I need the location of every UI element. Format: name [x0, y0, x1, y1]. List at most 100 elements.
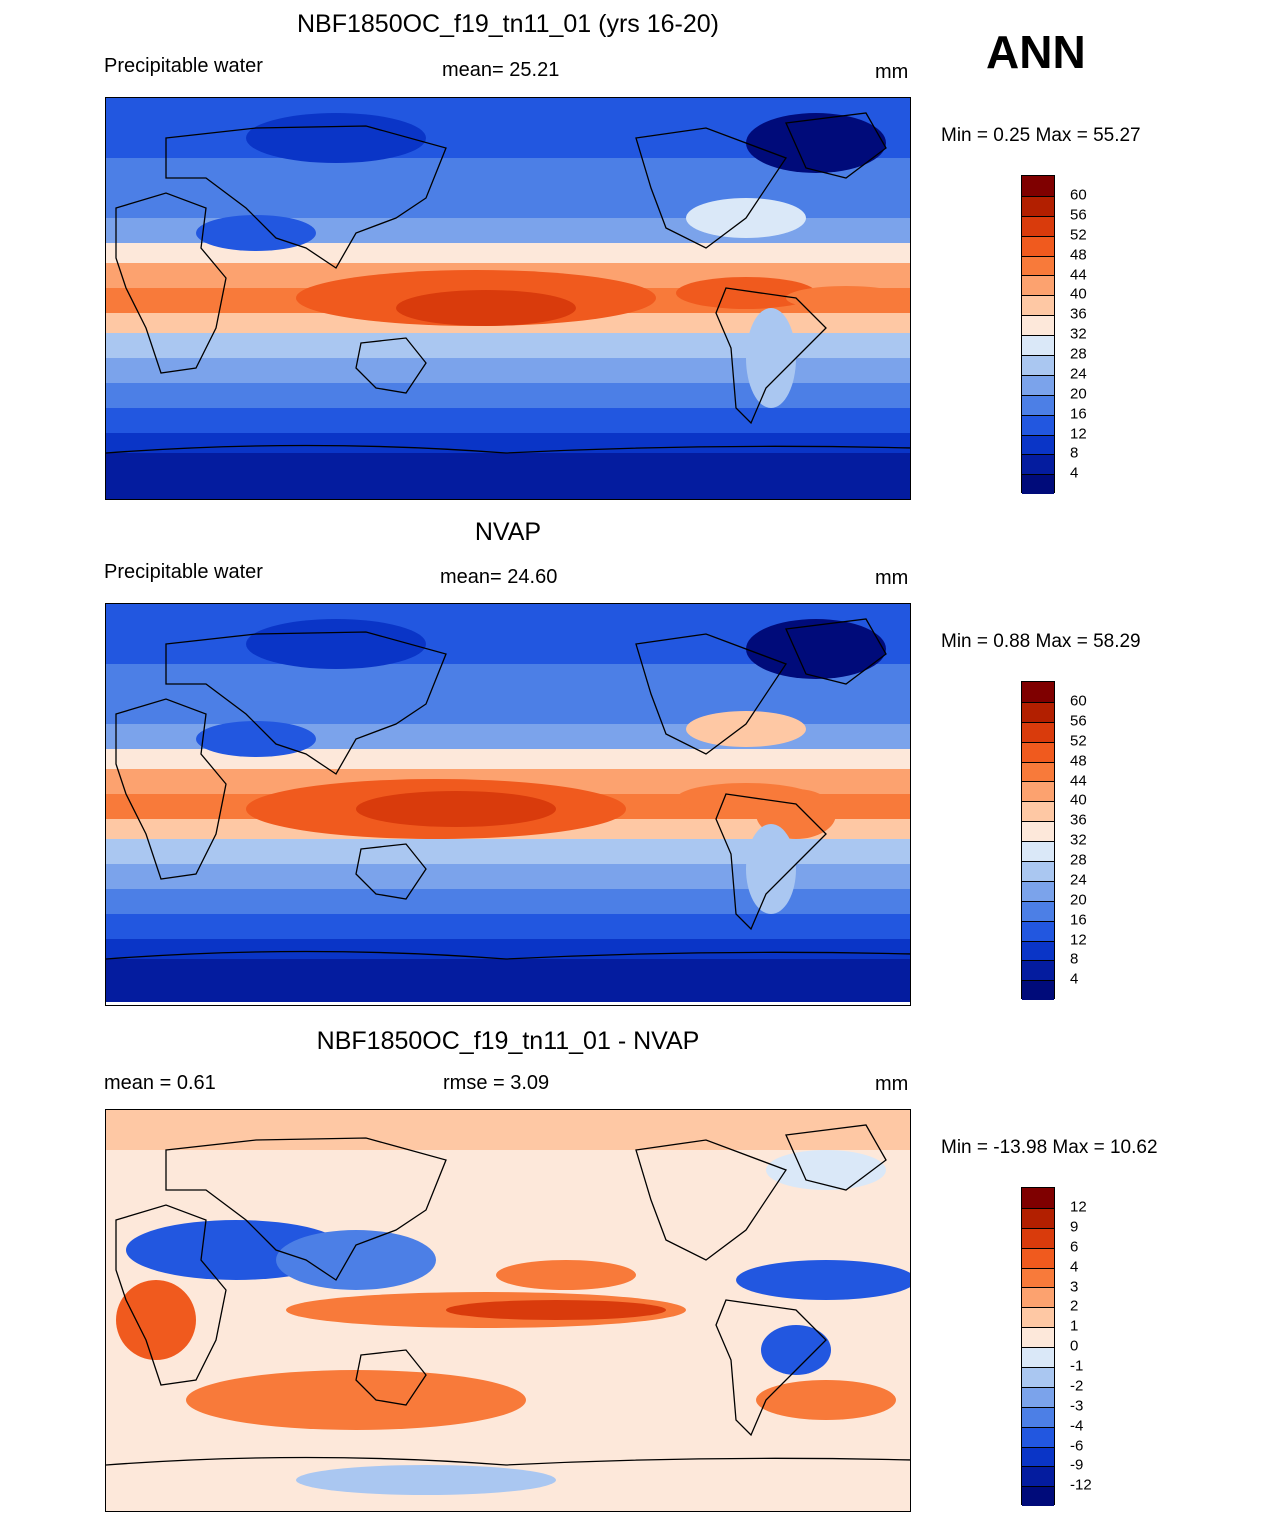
colorbar-swatch	[1022, 920, 1054, 941]
colorbar-swatch	[1022, 980, 1054, 1001]
colorbar-swatch	[1022, 1287, 1054, 1308]
colorbar-swatch	[1022, 940, 1054, 961]
colorbar-swatch	[1022, 394, 1054, 415]
colorbar-swatch	[1022, 176, 1054, 196]
colorbar-tick-label: 9	[1070, 1218, 1079, 1236]
colorbar-swatch	[1022, 1347, 1054, 1368]
panel-diff-minmax: Min = -13.98 Max = 10.62	[941, 1137, 1158, 1158]
panel-diff-mean: mean = 0.61	[104, 1072, 216, 1094]
panel-obs-minmax: Min = 0.88 Max = 58.29	[941, 631, 1141, 652]
panel-model-map	[105, 97, 911, 500]
colorbar-swatch	[1022, 474, 1054, 495]
colorbar-swatch	[1022, 682, 1054, 702]
colorbar-swatch	[1022, 741, 1054, 762]
colorbar-swatch	[1022, 1446, 1054, 1467]
colorbar-tick-label: 2	[1070, 1297, 1079, 1315]
colorbar-swatch	[1022, 1386, 1054, 1407]
panel-model-mean: mean= 25.21	[442, 59, 560, 81]
colorbar-swatch	[1022, 1267, 1054, 1288]
panel-diff-units: mm	[875, 1073, 909, 1095]
colorbar-tick-label: 52	[1070, 732, 1087, 750]
colorbar-tick-label: -2	[1070, 1377, 1084, 1395]
panel-model-colorbar	[1021, 175, 1055, 495]
colorbar-swatch	[1022, 1426, 1054, 1447]
colorbar-tick-label: 56	[1070, 712, 1087, 730]
season-label: ANN	[986, 26, 1086, 78]
colorbar-swatch	[1022, 1367, 1054, 1387]
colorbar-tick-label: 60	[1070, 186, 1087, 204]
colorbar-tick-label: 12	[1070, 425, 1087, 443]
colorbar-tick-label: 6	[1070, 1238, 1079, 1256]
colorbar-tick-label: 32	[1070, 831, 1087, 849]
colorbar-tick-label: 4	[1070, 464, 1079, 482]
colorbar-tick-label: 28	[1070, 851, 1087, 869]
panel-obs-title: NVAP	[474, 518, 542, 546]
colorbar-swatch	[1022, 1327, 1054, 1348]
colorbar-tick-label: 24	[1070, 365, 1087, 383]
colorbar-tick-label: 20	[1070, 891, 1087, 909]
colorbar-tick-label: 48	[1070, 752, 1087, 770]
colorbar-swatch	[1022, 335, 1054, 356]
colorbar-swatch	[1022, 1307, 1054, 1328]
colorbar-swatch	[1022, 414, 1054, 435]
colorbar-swatch	[1022, 1227, 1054, 1248]
colorbar-swatch	[1022, 960, 1054, 981]
colorbar-tick-label: 24	[1070, 871, 1087, 889]
colorbar-tick-label: 4	[1070, 970, 1079, 988]
colorbar-swatch	[1022, 295, 1054, 316]
colorbar-tick-label: 4	[1070, 1258, 1079, 1276]
colorbar-swatch	[1022, 315, 1054, 336]
colorbar-tick-label: 12	[1070, 1198, 1087, 1216]
colorbar-tick-label: 3	[1070, 1278, 1079, 1296]
colorbar-swatch	[1022, 1207, 1054, 1228]
panel-model-title: NBF1850OC_f19_tn11_01 (yrs 16-20)	[297, 10, 719, 38]
panel-model-minmax: Min = 0.25 Max = 55.27	[941, 125, 1141, 146]
colorbar-tick-label: 16	[1070, 405, 1087, 423]
colorbar-swatch	[1022, 195, 1054, 216]
colorbar-tick-label: 8	[1070, 950, 1079, 968]
colorbar-swatch	[1022, 1486, 1054, 1507]
colorbar-tick-label: 48	[1070, 246, 1087, 264]
colorbar-swatch	[1022, 880, 1054, 901]
panel-diff-title: NBF1850OC_f19_tn11_01 - NVAP	[316, 1027, 700, 1055]
colorbar-swatch	[1022, 235, 1054, 256]
colorbar-tick-label: 40	[1070, 791, 1087, 809]
panel-model-variable: Precipitable water	[104, 55, 263, 77]
colorbar-tick-label: 44	[1070, 772, 1087, 790]
colorbar-tick-label: 20	[1070, 385, 1087, 403]
colorbar-swatch	[1022, 275, 1054, 296]
colorbar-tick-label: 28	[1070, 345, 1087, 363]
colorbar-swatch	[1022, 781, 1054, 802]
panel-diff-colorbar	[1021, 1187, 1055, 1507]
colorbar-swatch	[1022, 1466, 1054, 1487]
colorbar-swatch	[1022, 701, 1054, 722]
colorbar-swatch	[1022, 841, 1054, 862]
panel-diff-rmse: rmse = 3.09	[443, 1072, 550, 1094]
colorbar-swatch	[1022, 255, 1054, 276]
panel-diff-map	[105, 1109, 911, 1512]
panel-obs-mean: mean= 24.60	[440, 566, 558, 588]
colorbar-swatch	[1022, 801, 1054, 822]
colorbar-tick-label: 8	[1070, 444, 1079, 462]
colorbar-swatch	[1022, 900, 1054, 921]
colorbar-tick-label: -9	[1070, 1456, 1084, 1474]
colorbar-swatch	[1022, 721, 1054, 742]
colorbar-swatch	[1022, 1406, 1054, 1427]
colorbar-swatch	[1022, 454, 1054, 475]
panel-obs-map	[105, 603, 911, 1006]
panel-obs-colorbar	[1021, 681, 1055, 1001]
colorbar-tick-label: 12	[1070, 931, 1087, 949]
colorbar-tick-label: -12	[1070, 1476, 1092, 1494]
colorbar-swatch	[1022, 861, 1054, 881]
panel-model-units: mm	[875, 61, 909, 83]
colorbar-tick-label: 40	[1070, 285, 1087, 303]
colorbar-swatch	[1022, 434, 1054, 455]
colorbar-tick-label: 0	[1070, 1337, 1079, 1355]
colorbar-swatch	[1022, 355, 1054, 375]
colorbar-tick-label: 60	[1070, 692, 1087, 710]
panel-obs-variable: Precipitable water	[104, 561, 263, 583]
colorbar-tick-label: 56	[1070, 206, 1087, 224]
colorbar-tick-label: -1	[1070, 1357, 1084, 1375]
colorbar-tick-label: -3	[1070, 1397, 1084, 1415]
colorbar-swatch	[1022, 761, 1054, 782]
